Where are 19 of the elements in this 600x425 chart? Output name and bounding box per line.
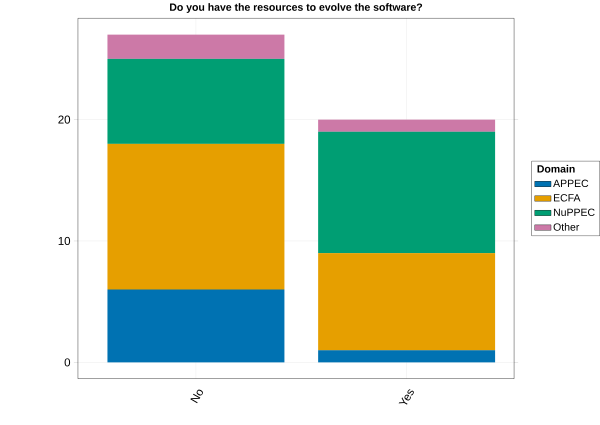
x-tick-label: No: [190, 390, 203, 404]
legend-label: NuPPEC: [554, 208, 595, 216]
legend-label: APPEC: [553, 180, 588, 188]
chart-title: Do you have the resources to evolve the software?: [170, 3, 422, 13]
bar: [318, 253, 496, 350]
bar: [107, 34, 284, 59]
bar: [107, 144, 284, 290]
y-tick-label: 10: [58, 236, 70, 246]
bar: [318, 350, 496, 362]
x-tick-label: Yes: [398, 389, 414, 405]
y-tick-label: 20: [58, 116, 70, 124]
legend-label: Other: [554, 223, 580, 231]
bar: [107, 58, 284, 144]
legend-title: Domain: [538, 164, 575, 173]
bar: [318, 120, 496, 132]
bar: [318, 132, 496, 254]
bar: [107, 290, 284, 362]
legend-label: ECFA: [554, 194, 580, 202]
y-tick-label: 0: [64, 358, 70, 366]
